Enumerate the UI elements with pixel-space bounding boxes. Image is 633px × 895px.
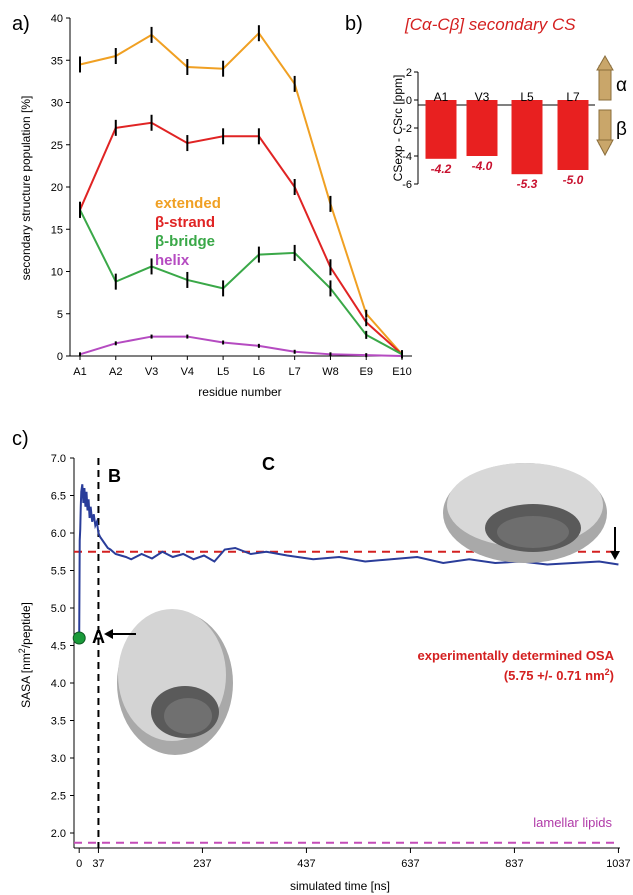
c-y-tick-label: 4.5 [51, 641, 66, 653]
c-y-tick-label: 7.0 [51, 453, 66, 465]
a-y-label: secondary structure population [%] [19, 96, 33, 281]
b-y-tick-label: 2 [406, 67, 412, 79]
a-y-tick-label: 30 [51, 98, 63, 110]
c-x-tick-label: 437 [297, 858, 315, 870]
alpha-label: α [616, 75, 627, 96]
osa-label: experimentally determined OSA [417, 648, 614, 663]
c-x-tick-label: 637 [401, 858, 419, 870]
a-x-tick-label: A1 [73, 366, 86, 378]
panel-b-bar-chart: [Cα-Cβ] secondary CS 2 0 -2 -4 -6 A1 -4.2 V3 -4… [391, 15, 627, 191]
c-y-tick-label: 2.5 [51, 791, 66, 803]
a-series-line [79, 121, 403, 356]
c-y-tick-label: 2.0 [51, 828, 66, 840]
panel-c-sasa-chart: 2.0 2.5 3.0 3.5 4.0 4.5 5.0 5.5 6.0 6.5 7.0 0 37 237… [17, 453, 631, 893]
a-y-tick-label: 40 [51, 13, 63, 25]
b-y-tick-label: -2 [402, 123, 412, 135]
c-y-label: SASA [nm2/peptide] [17, 602, 33, 708]
sasa-trace [78, 484, 619, 639]
c-y-tick-label: 6.0 [51, 528, 66, 540]
c-x-tick-label: 1037 [606, 858, 630, 870]
a-x-label: residue number [198, 385, 281, 399]
b-value-label: -4.2 [431, 162, 452, 176]
a-x-tick-label: E10 [392, 366, 412, 378]
a-y-tick-label: 25 [51, 140, 63, 152]
panel-label-a: a) [12, 13, 30, 35]
osa-value-label: (5.75 +/- 0.71 nm2) [504, 667, 614, 683]
start-point-marker [72, 631, 86, 645]
b-y-tick-label: 0 [406, 95, 412, 107]
c-x-tick-label: 837 [505, 858, 523, 870]
c-x-tick-label: 237 [193, 858, 211, 870]
c-y-tick-label: 3.0 [51, 753, 66, 765]
beta-arrow [596, 109, 614, 157]
c-y-tick-label: 5.5 [51, 566, 66, 578]
a-y-tick-label: 10 [51, 267, 63, 279]
micelle-image-center [117, 609, 233, 755]
b-value-label: -5.0 [563, 173, 584, 187]
a-x-tick-label: V3 [145, 366, 158, 378]
panel-label-b: b) [345, 13, 363, 35]
a-x-tick-label: L6 [253, 366, 265, 378]
c-y-tick-label: 5.0 [51, 603, 66, 615]
alpha-arrow [596, 54, 614, 101]
b-y-tick-label: -4 [402, 151, 412, 163]
b-bar [466, 100, 498, 156]
lipid-label: lamellar lipids [533, 815, 612, 830]
c-y-tick-label: 3.5 [51, 716, 66, 728]
a-series-line [79, 31, 403, 355]
panel-label-c: c) [12, 428, 29, 450]
a-y-tick-label: 5 [57, 309, 63, 321]
b-value-label: -4.0 [472, 159, 493, 173]
a-y-tick-label: 15 [51, 224, 63, 236]
c-x-tick-label: 0 [76, 858, 82, 870]
beta-label: β [616, 119, 627, 140]
a-y-tick-label: 20 [51, 182, 63, 194]
micelle-image-top-right [443, 463, 607, 563]
a-x-tick-label: A2 [109, 366, 122, 378]
b-bar [511, 100, 543, 175]
b-category-label: L7 [566, 90, 580, 104]
b-value-label: -5.3 [517, 177, 538, 191]
region-label-a: A [92, 627, 105, 647]
c-x-tick-label: 37 [92, 858, 104, 870]
a-x-tick-label: V4 [181, 366, 194, 378]
b-category-label: V3 [475, 90, 490, 104]
b-bar [557, 100, 589, 170]
a-y-tick-label: 0 [57, 351, 63, 363]
legend-extended: extended [155, 195, 221, 212]
a-y-tick-label: 35 [51, 55, 63, 67]
c-y-tick-label: 6.5 [51, 491, 66, 503]
arrow-to-end [610, 527, 620, 560]
a-x-tick-label: W8 [322, 366, 339, 378]
region-label-b: B [108, 466, 121, 486]
c-x-label: simulated time [ns] [290, 879, 390, 893]
b-bar [425, 100, 457, 159]
b-y-label: CSexp - CSrc [ppm] [391, 75, 405, 182]
a-x-tick-label: L5 [217, 366, 229, 378]
b-category-label: L5 [520, 90, 534, 104]
b-y-tick-label: -6 [402, 179, 412, 191]
a-x-tick-label: E9 [359, 366, 372, 378]
legend-helix: helix [155, 252, 190, 269]
legend-beta-bridge: β-bridge [155, 233, 215, 250]
a-x-tick-label: L7 [289, 366, 301, 378]
a-series-line [79, 209, 403, 356]
cs-title: [Cα-Cβ] secondary CS [404, 15, 576, 34]
b-category-label: A1 [434, 90, 449, 104]
c-y-tick-label: 4.0 [51, 678, 66, 690]
region-label-c: C [262, 454, 275, 474]
arrow-to-start [104, 629, 136, 639]
a-series-line [79, 335, 403, 357]
legend-beta-strand: β-strand [155, 214, 215, 231]
